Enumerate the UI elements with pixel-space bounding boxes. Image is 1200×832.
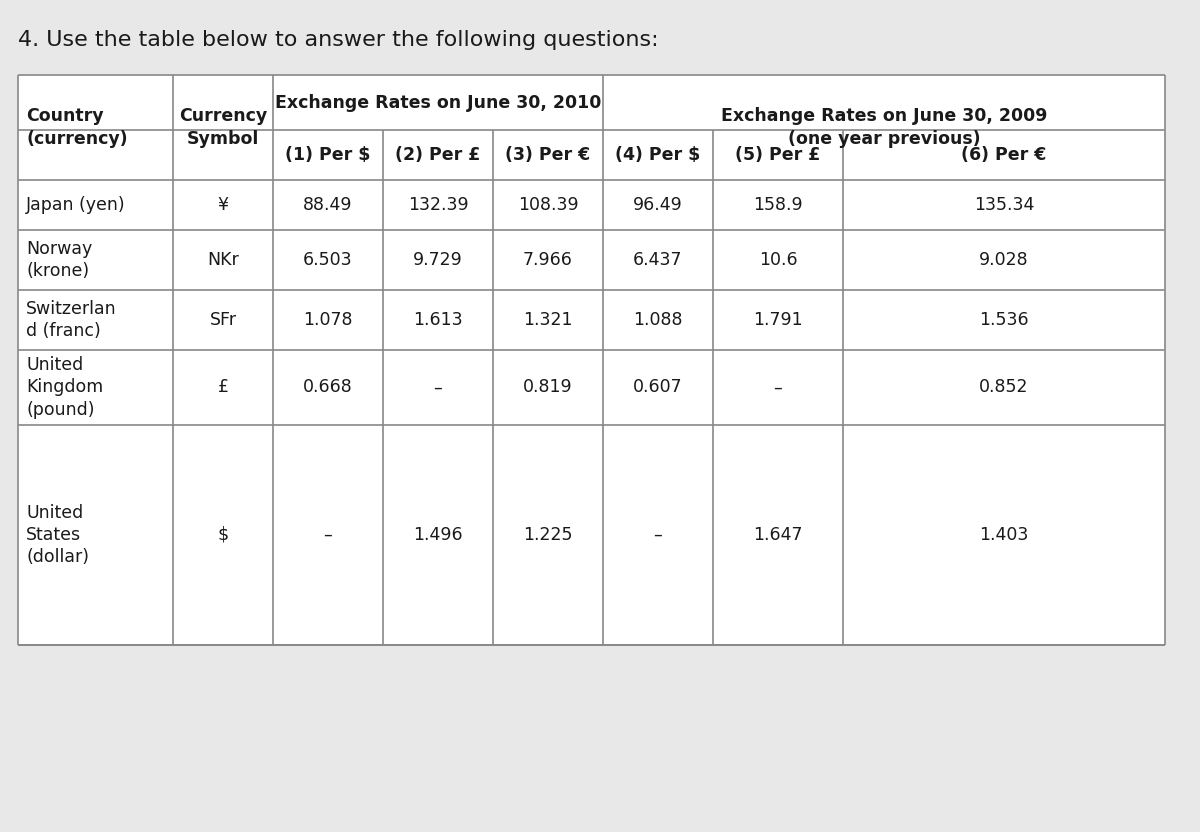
Text: 1.613: 1.613 xyxy=(413,311,463,329)
Text: (6) Per €: (6) Per € xyxy=(961,146,1046,164)
Text: Country
(currency): Country (currency) xyxy=(26,107,127,147)
Text: 1.536: 1.536 xyxy=(979,311,1028,329)
Text: NKr: NKr xyxy=(208,251,239,269)
Text: 0.852: 0.852 xyxy=(979,379,1028,397)
Text: Exchange Rates on June 30, 2009
(one year previous): Exchange Rates on June 30, 2009 (one yea… xyxy=(721,107,1048,147)
Text: –: – xyxy=(774,379,782,397)
Text: 108.39: 108.39 xyxy=(517,196,578,214)
Text: 135.34: 135.34 xyxy=(974,196,1034,214)
Text: 4. Use the table below to answer the following questions:: 4. Use the table below to answer the fol… xyxy=(18,30,659,50)
Text: United
Kingdom
(pound): United Kingdom (pound) xyxy=(26,356,103,418)
Text: (2) Per £: (2) Per £ xyxy=(395,146,481,164)
Text: (4) Per $: (4) Per $ xyxy=(616,146,701,164)
Text: Currency
Symbol: Currency Symbol xyxy=(179,107,268,147)
Text: 9.729: 9.729 xyxy=(413,251,463,269)
Text: 9.028: 9.028 xyxy=(979,251,1028,269)
Text: 96.49: 96.49 xyxy=(634,196,683,214)
Text: 1.791: 1.791 xyxy=(754,311,803,329)
Text: 132.39: 132.39 xyxy=(408,196,468,214)
Text: –: – xyxy=(324,526,332,544)
Text: 1.496: 1.496 xyxy=(413,526,463,544)
Text: 0.819: 0.819 xyxy=(523,379,572,397)
Text: –: – xyxy=(433,379,443,397)
Text: (1) Per $: (1) Per $ xyxy=(286,146,371,164)
Text: 7.966: 7.966 xyxy=(523,251,572,269)
Text: 1.225: 1.225 xyxy=(523,526,572,544)
Text: United
States
(dollar): United States (dollar) xyxy=(26,504,89,567)
Text: 1.088: 1.088 xyxy=(634,311,683,329)
Text: 158.9: 158.9 xyxy=(754,196,803,214)
Text: 6.503: 6.503 xyxy=(304,251,353,269)
Text: 0.668: 0.668 xyxy=(304,379,353,397)
Text: ¥: ¥ xyxy=(217,196,228,214)
Bar xyxy=(18,75,1165,645)
Text: Norway
(krone): Norway (krone) xyxy=(26,240,92,280)
Text: £: £ xyxy=(217,379,228,397)
Text: 1.647: 1.647 xyxy=(754,526,803,544)
Text: $: $ xyxy=(217,526,229,544)
Text: Switzerlan
d (franc): Switzerlan d (franc) xyxy=(26,300,116,340)
Text: (5) Per £: (5) Per £ xyxy=(736,146,821,164)
Text: 0.607: 0.607 xyxy=(634,379,683,397)
Text: –: – xyxy=(654,526,662,544)
Text: SFr: SFr xyxy=(210,311,236,329)
Text: 1.321: 1.321 xyxy=(523,311,572,329)
Text: 1.078: 1.078 xyxy=(304,311,353,329)
Text: 10.6: 10.6 xyxy=(758,251,797,269)
Text: 1.403: 1.403 xyxy=(979,526,1028,544)
Text: 6.437: 6.437 xyxy=(634,251,683,269)
Text: (3) Per €: (3) Per € xyxy=(505,146,590,164)
Text: Exchange Rates on June 30, 2010: Exchange Rates on June 30, 2010 xyxy=(275,93,601,111)
Text: 88.49: 88.49 xyxy=(304,196,353,214)
Text: Japan (yen): Japan (yen) xyxy=(26,196,126,214)
